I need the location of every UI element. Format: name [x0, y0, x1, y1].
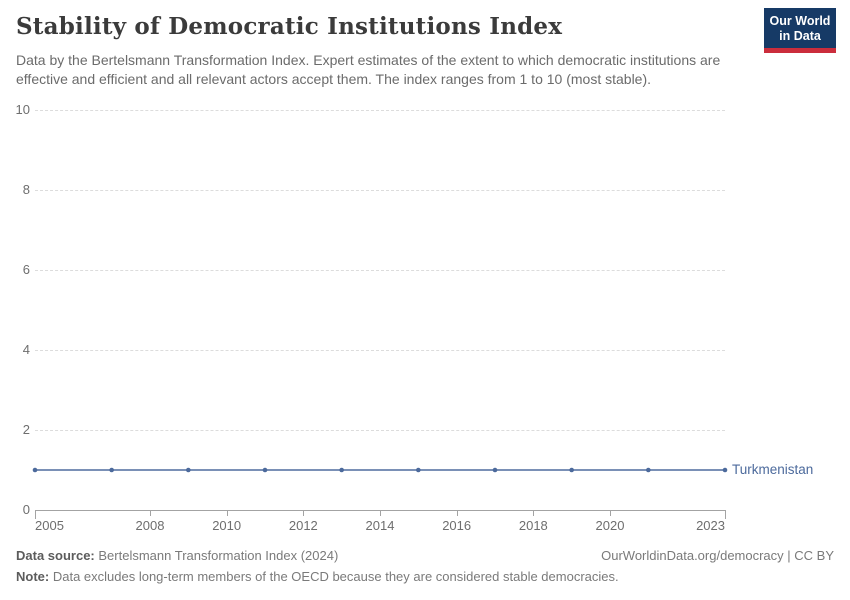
- note-label: Note:: [16, 569, 50, 584]
- y-axis-tick-label: 8: [22, 182, 30, 197]
- y-axis-tick-label: 2: [22, 422, 30, 437]
- x-axis-tick-label: 2016: [442, 518, 472, 533]
- note-value: Data excludes long-term members of the O…: [52, 569, 619, 584]
- x-axis-tick: [456, 511, 458, 516]
- series-point: [32, 467, 38, 473]
- series-point: [186, 467, 191, 473]
- x-axis-line: [35, 510, 726, 511]
- owid-logo-line2: in Data: [779, 28, 821, 43]
- series-point: [722, 467, 728, 473]
- series-point: [646, 467, 651, 473]
- owid-logo: Our World in Data: [764, 8, 836, 53]
- x-axis-tick: [303, 511, 305, 516]
- x-axis-tick-label: 2023: [696, 518, 725, 533]
- note-line: Note: Data excludes long-term members of…: [16, 569, 834, 584]
- x-axis-tick: [610, 511, 611, 516]
- x-axis-tick-label: 2014: [365, 518, 395, 533]
- x-axis-tick-label: 2020: [595, 518, 625, 533]
- chart-subtitle: Data by the Bertelsmann Transformation I…: [16, 52, 721, 87]
- series-point: [492, 467, 498, 473]
- series-label: Turkmenistan: [732, 462, 814, 477]
- series-point: [416, 467, 421, 473]
- x-axis-tick: [226, 511, 228, 516]
- page-title: Stability of Democratic Institutions Ind…: [16, 13, 563, 40]
- gridline: [35, 110, 725, 111]
- gridline: [35, 350, 725, 351]
- y-axis-tick-label: 10: [15, 102, 30, 117]
- series-point: [109, 467, 114, 473]
- y-axis-tick-label: 4: [22, 342, 30, 357]
- gridline: [35, 190, 725, 191]
- x-axis-tick: [150, 511, 151, 516]
- series-point: [569, 467, 574, 473]
- gridline: [35, 430, 725, 431]
- series-point: [339, 467, 344, 473]
- series-point: [262, 467, 268, 473]
- owid-logo-line1: Our World: [769, 14, 831, 28]
- x-axis-tick: [533, 511, 535, 516]
- x-axis-tick-label: 2018: [518, 518, 548, 533]
- y-axis-tick-label: 0: [22, 502, 30, 517]
- x-axis-tick-label: 2005: [35, 518, 64, 533]
- y-axis-tick-label: 6: [22, 262, 30, 277]
- x-axis-tick-label: 2008: [135, 518, 165, 533]
- data-source-label: Data source:: [16, 548, 95, 563]
- x-axis-tick-label: 2010: [212, 518, 242, 533]
- data-source-line: Data source: Bertelsmann Transformation …: [16, 548, 338, 563]
- gridline: [35, 270, 725, 271]
- x-axis-tick: [725, 511, 726, 519]
- x-axis-tick: [380, 511, 381, 516]
- x-axis-tick-label: 2012: [288, 518, 318, 533]
- credit-line: OurWorldinData.org/democracy | CC BY: [601, 548, 834, 563]
- data-source-value: Bertelsmann Transformation Index (2024): [98, 548, 339, 563]
- x-axis-tick: [35, 511, 36, 519]
